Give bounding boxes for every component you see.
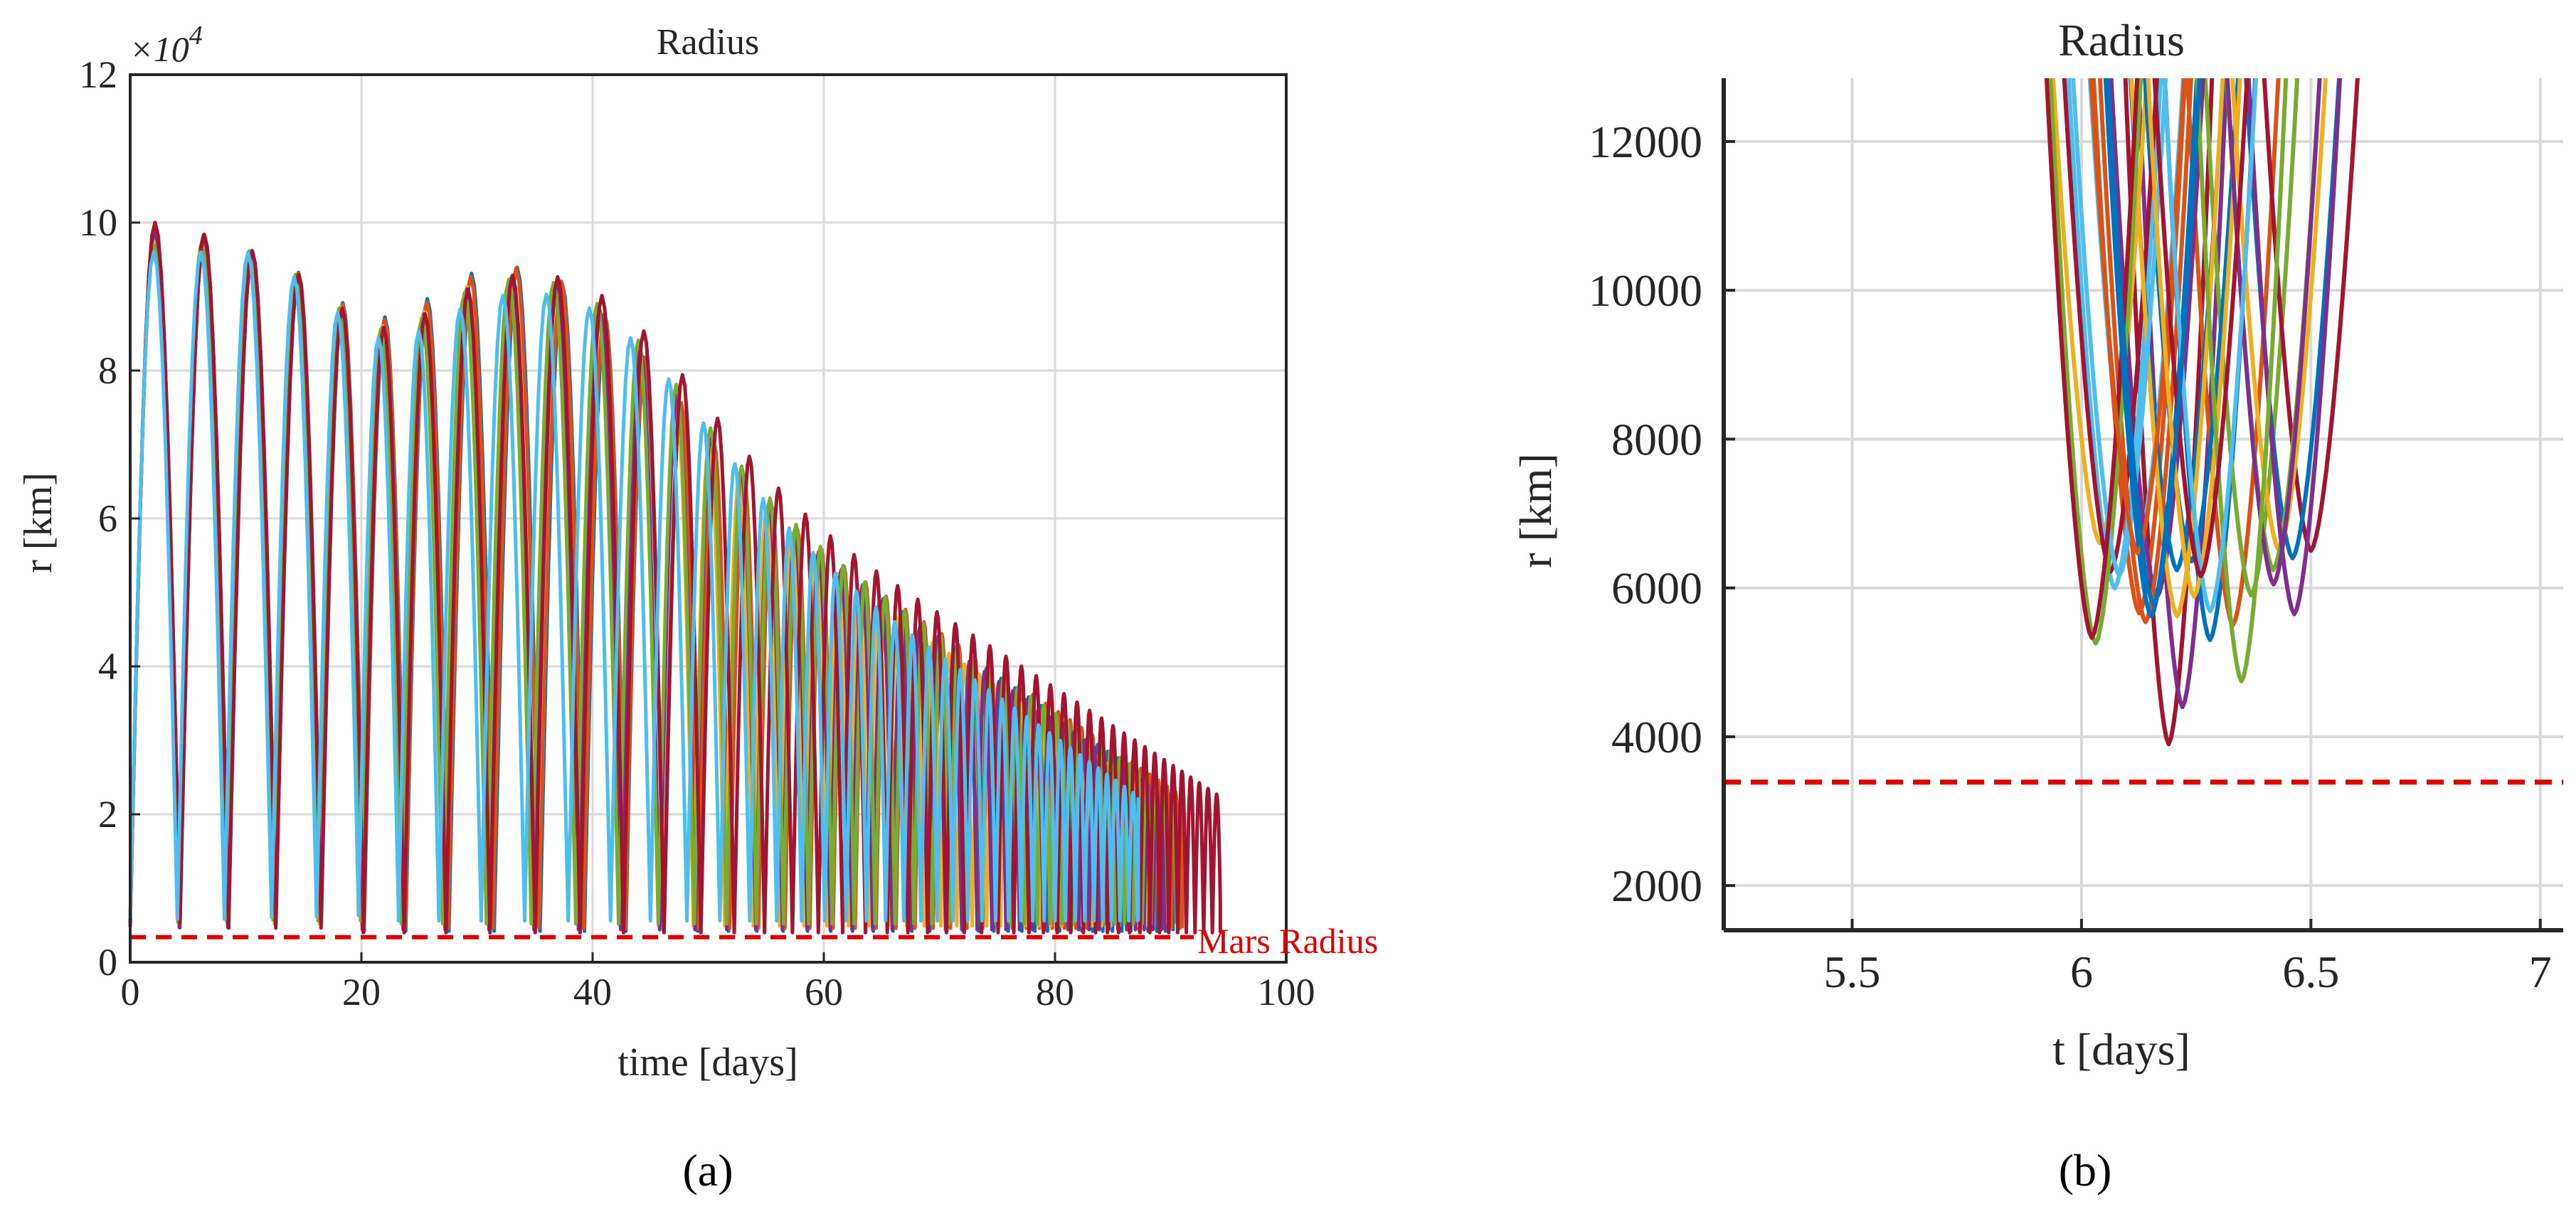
chart-a-x-tick-label: 100 [1258,971,1315,1013]
chart-a-tick-labels: 0 20 40 60 80 100 0 2 4 6 8 10 12 [79,53,1315,1013]
chart-b-series-line [2129,78,2225,619]
chart-a-y-tick-label: 4 [98,645,117,688]
chart-a-y-tick-label: 10 [79,201,117,244]
chart-a-y-exponent-base: ×10 [129,29,189,69]
chart-b-x-tick-label: 5.5 [1824,947,1881,997]
chart-b-x-tick-label: 7 [2529,947,2552,997]
chart-b-y-tick-label: 10000 [1589,265,1702,316]
chart-b-series-line [2203,78,2300,598]
chart-b-y-tick-label: 4000 [1611,712,1702,762]
chart-a-y-tick-label: 0 [98,941,117,984]
chart-b-series-line [2152,78,2249,578]
chart-b: 5.5 6 6.5 7 2000 4000 6000 8000 10000 12000 Radiu… [1510,15,2563,1075]
chart-b-series-line [2044,78,2140,640]
chart-a-x-tick-label: 20 [342,971,381,1013]
chart-a: 0 20 40 60 80 100 0 2 4 6 8 10 12 Radius time [days]… [16,21,1378,1085]
chart-b-x-axis-label: t [days] [2052,1024,2190,1075]
chart-a-x-axis-label: time [days] [618,1040,797,1085]
chart-a-y-axis-label: r [km] [16,472,60,573]
chart-a-y-exponent-power: 4 [189,21,203,50]
chart-a-x-tick-label: 0 [121,971,140,1013]
chart-b-tick-labels: 5.5 6 6.5 7 2000 4000 6000 8000 10000 12000 [1589,117,2552,997]
chart-b-y-tick-label: 12000 [1589,117,1702,167]
chart-b-series [2044,78,2360,747]
chart-b-x-tick-label: 6 [2070,947,2093,997]
chart-b-y-tick-label: 2000 [1611,861,1702,911]
chart-b-series-line [2051,78,2149,545]
chart-a-x-tick-label: 60 [805,971,843,1013]
chart-b-y-tick-label: 6000 [1611,563,1702,614]
panel-a-label: (a) [682,1145,733,1195]
chart-a-axes [129,73,1288,964]
chart-a-x-tick-label: 80 [1036,971,1074,1013]
chart-a-y-tick-label: 6 [98,497,117,540]
chart-b-series-line [2246,78,2343,617]
chart-b-y-tick-label: 8000 [1611,414,1702,464]
chart-b-y-axis-label: r [km] [1510,453,1561,568]
chart-a-y-tick-label: 8 [98,349,117,392]
chart-b-series-line [2048,78,2143,646]
chart-b-series-line [2066,78,2163,591]
chart-a-series-line [128,250,1140,923]
chart-b-series-line [2105,78,2202,607]
chart-a-series [128,220,1222,934]
chart-b-series-line [2071,78,2168,578]
chart-b-series-line [2225,78,2322,587]
chart-b-series-line [2103,78,2200,619]
chart-a-y-exponent: ×104 [129,21,203,69]
chart-a-mars-radius-label: Mars Radius [1197,921,1378,961]
chart-b-title: Radius [2058,15,2185,65]
chart-b-series-line [2195,78,2289,683]
panel-b-label: (b) [2059,1145,2112,1195]
chart-a-y-tick-label: 2 [98,793,117,836]
chart-b-x-tick-label: 6.5 [2282,947,2339,997]
chart-b-series-line [2162,78,2258,614]
chart-a-y-tick-label: 12 [79,53,117,96]
chart-a-x-tick-label: 40 [573,971,612,1013]
chart-b-axes [1722,78,2563,932]
chart-a-title: Radius [657,22,759,63]
chart-b-series-line [2089,78,2187,555]
chart-b-series-line [2146,78,2242,599]
